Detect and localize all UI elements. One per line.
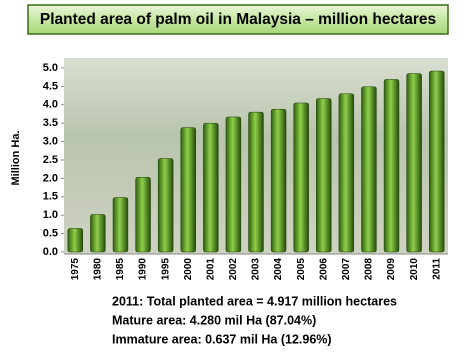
x-tick-label: 1975 (70, 258, 81, 281)
x-tick-label: 2003 (251, 258, 262, 281)
bar (180, 127, 196, 253)
y-tick-label: 3.0 (43, 136, 58, 148)
bar (157, 158, 174, 253)
bar (429, 70, 445, 253)
annotation: Mature area: 4.280 mil Ha (87.04%) (112, 313, 316, 327)
bar (90, 214, 106, 253)
bar (67, 228, 83, 253)
x-tick-label: 1980 (93, 258, 104, 281)
y-tick-label: 2.0 (43, 172, 58, 184)
x-tick-label: 2011 (431, 258, 442, 280)
y-tick-label: 2.5 (43, 154, 58, 166)
x-tick-label: 2002 (228, 258, 239, 281)
x-tick-label: 1985 (115, 258, 126, 281)
bar (338, 93, 355, 253)
annotation: Immature area: 0.637 mil Ha (12.96%) (112, 332, 332, 346)
y-tick-label: 1.5 (43, 191, 58, 203)
x-tick-label: 2007 (341, 258, 352, 281)
annotation: 2011: Total planted area = 4.917 million… (112, 294, 397, 308)
bar (270, 108, 287, 253)
x-tick-label: 1990 (138, 258, 149, 281)
x-tick-label: 2000 (183, 258, 194, 281)
bar (361, 86, 377, 253)
bar (383, 79, 400, 253)
title-box (27, 4, 449, 35)
bar (203, 122, 219, 253)
x-tick-label: 2009 (386, 258, 397, 281)
chart-title: Planted area of palm oil in Malaysia – m… (40, 11, 436, 28)
bar (112, 197, 129, 253)
x-tick-label: 2008 (364, 258, 375, 281)
bar (406, 73, 422, 253)
bar (316, 98, 332, 253)
y-tick-label: 0.5 (43, 228, 58, 240)
y-tick-label: 3.5 (43, 117, 58, 129)
bar (248, 111, 264, 253)
y-axis-label: Million Ha. (10, 131, 22, 186)
x-tick-label: 2004 (273, 258, 284, 281)
x-tick-label: 2010 (409, 258, 420, 281)
y-tick-label: 4.0 (43, 99, 58, 111)
y-tick-label: 4.5 (43, 80, 58, 92)
x-tick-label: 2006 (318, 258, 329, 281)
bar (293, 102, 309, 253)
bar (135, 177, 151, 253)
y-tick-label: 1.0 (43, 209, 58, 221)
x-tick-label: 2001 (205, 258, 216, 281)
x-tick-label: 2005 (296, 258, 307, 281)
y-tick-label: 5.0 (43, 62, 58, 74)
x-tick-label: 1995 (160, 258, 171, 281)
y-tick-label: 0.0 (43, 246, 58, 258)
bar (225, 116, 242, 253)
